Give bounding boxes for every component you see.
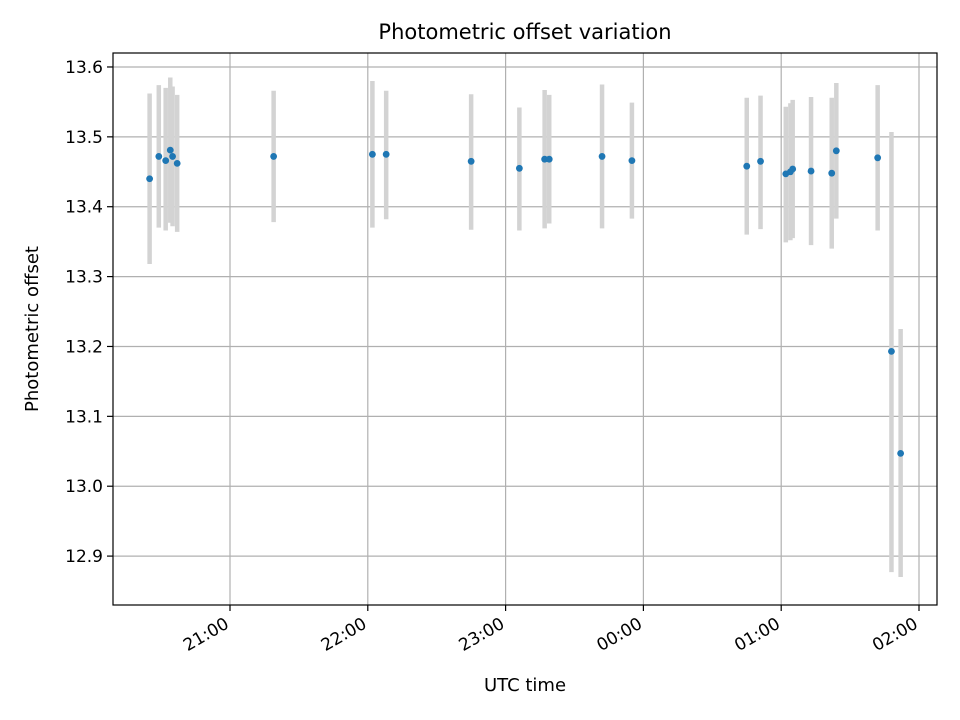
y-tick-label: 13.1 bbox=[65, 407, 103, 427]
data-point bbox=[162, 157, 170, 165]
data-point bbox=[874, 154, 882, 162]
y-axis-ticks: 12.9 13.0 13.1 13.2 13.3 13.4 13.5 13.6 bbox=[65, 58, 113, 567]
data-point bbox=[146, 175, 154, 183]
data-point bbox=[743, 162, 751, 170]
data-point bbox=[807, 167, 815, 175]
y-tick-label: 12.9 bbox=[65, 547, 103, 567]
data-point bbox=[166, 146, 174, 154]
data-point bbox=[169, 153, 176, 160]
y-tick-label: 13.0 bbox=[65, 477, 103, 497]
y-tick-label: 13.2 bbox=[65, 337, 103, 357]
data-points bbox=[146, 146, 905, 457]
plot-frame bbox=[112, 52, 938, 606]
data-point bbox=[789, 165, 797, 173]
data-point bbox=[467, 157, 475, 165]
data-point bbox=[173, 160, 181, 167]
data-point bbox=[897, 449, 905, 457]
data-point bbox=[888, 347, 895, 355]
data-point bbox=[382, 150, 390, 158]
y-tick-label: 13.6 bbox=[65, 58, 103, 78]
data-point bbox=[598, 153, 606, 160]
y-tick-label: 13.5 bbox=[65, 128, 103, 148]
x-axis-label: UTC time bbox=[484, 675, 566, 696]
data-point bbox=[270, 153, 278, 160]
data-point bbox=[757, 157, 764, 165]
data-point bbox=[155, 153, 163, 160]
y-axis-label: Photometric offset bbox=[22, 246, 43, 412]
y-tick-label: 13.3 bbox=[65, 268, 103, 288]
grid bbox=[113, 53, 937, 605]
data-point bbox=[368, 150, 376, 158]
data-point bbox=[515, 164, 523, 172]
data-point bbox=[545, 155, 553, 163]
data-point bbox=[628, 157, 636, 165]
data-point bbox=[832, 147, 840, 155]
chart-title: Photometric offset variation bbox=[378, 20, 671, 44]
data-point bbox=[828, 169, 836, 177]
y-tick-label: 13.4 bbox=[65, 198, 103, 218]
